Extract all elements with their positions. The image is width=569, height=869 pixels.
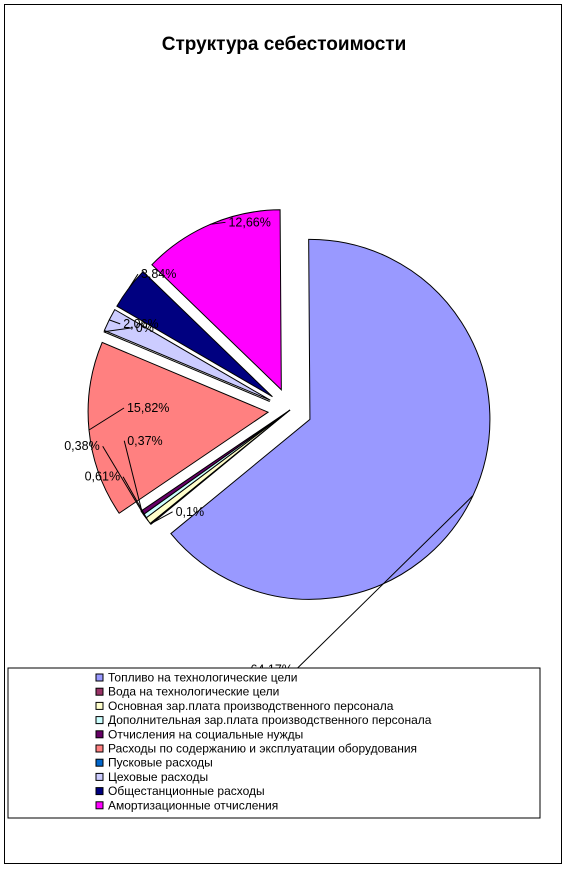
data-label: 0% — [136, 321, 154, 335]
chart-title: Структура себестоимости — [162, 34, 407, 55]
leader-line — [128, 273, 139, 289]
legend-swatch — [95, 673, 104, 682]
legend-label: Дополнительная зар.плата производственно… — [108, 713, 432, 727]
data-label: 3,84% — [141, 267, 176, 281]
legend-swatch — [95, 730, 104, 739]
legend-swatch — [95, 744, 104, 753]
data-label: 0,37% — [127, 434, 162, 448]
legend-swatch — [95, 716, 104, 725]
legend-label: Амортизационные отчисления — [108, 798, 278, 812]
leader-line — [88, 407, 125, 431]
legend-label: Отчисления на социальные нужды — [108, 727, 303, 741]
leader-line — [123, 440, 143, 513]
legend-label: Цеховые расходы — [108, 770, 208, 784]
data-label: 0,61% — [85, 470, 120, 484]
legend-swatch — [95, 772, 104, 781]
pie-slice — [103, 308, 271, 401]
data-label: 12,66% — [228, 215, 270, 229]
legend-label: Общестанционные расходы — [108, 784, 265, 798]
legend-swatch — [95, 687, 104, 696]
pie-slice — [116, 270, 273, 398]
legend-swatch — [95, 801, 104, 810]
leader-line — [210, 221, 226, 225]
leader-line — [295, 495, 474, 671]
leader-line — [109, 319, 121, 325]
legend-label: Топливо на технологические цели — [108, 671, 297, 685]
data-label: 15,82% — [127, 401, 169, 415]
legend-swatch — [95, 701, 104, 710]
data-label: 2,06% — [123, 317, 158, 331]
data-label: 0,1% — [176, 505, 205, 519]
legend-label: Расходы по содержанию и эксплуатации обо… — [108, 742, 417, 756]
legend-swatch — [95, 758, 104, 767]
leader-line — [150, 511, 173, 525]
leader-line — [103, 327, 133, 333]
legend-label: Основная зар.плата производственного пер… — [108, 699, 394, 713]
leader-line — [122, 476, 149, 521]
legend-label: Пусковые расходы — [108, 756, 213, 770]
leader-line — [102, 445, 146, 517]
legend-swatch — [95, 787, 104, 796]
legend-label: Вода на технологические цели — [108, 685, 279, 699]
pie-slice — [103, 331, 270, 402]
data-label: 0,38% — [64, 439, 99, 453]
